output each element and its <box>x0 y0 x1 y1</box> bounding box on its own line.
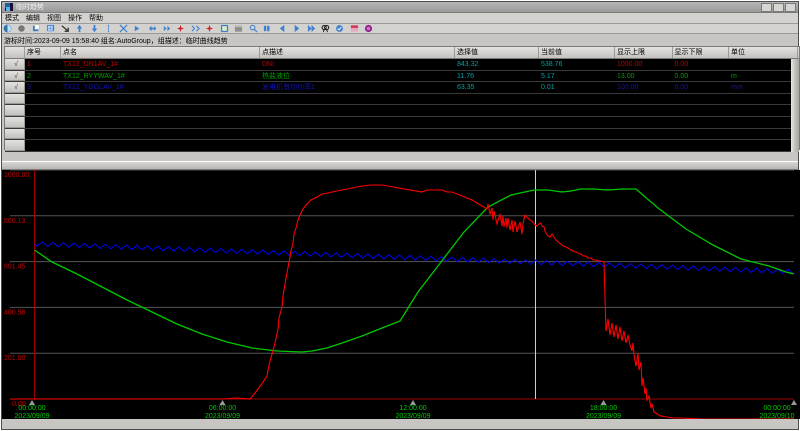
svg-text:06:00:00: 06:00:00 <box>209 405 236 412</box>
svg-text:400.58: 400.58 <box>4 309 26 316</box>
svg-text:2023/09/09: 2023/09/09 <box>586 413 621 419</box>
svg-text:2023/09/09: 2023/09/09 <box>205 413 240 419</box>
svg-text:800.13: 800.13 <box>4 218 26 225</box>
svg-text:2023/09/09: 2023/09/09 <box>14 413 49 419</box>
svg-text:2023/09/09: 2023/09/09 <box>395 413 430 419</box>
svg-text:1000.00: 1000.00 <box>4 172 29 179</box>
svg-text:00:00:00: 00:00:00 <box>763 405 790 412</box>
svg-text:2023/09/10: 2023/09/10 <box>759 413 794 419</box>
svg-text:201.00: 201.00 <box>4 355 26 362</box>
svg-text:18:00:00: 18:00:00 <box>590 405 617 412</box>
svg-text:00:00:00: 00:00:00 <box>18 405 45 412</box>
svg-text:601.45: 601.45 <box>4 264 26 271</box>
svg-text:12:00:00: 12:00:00 <box>399 405 426 412</box>
